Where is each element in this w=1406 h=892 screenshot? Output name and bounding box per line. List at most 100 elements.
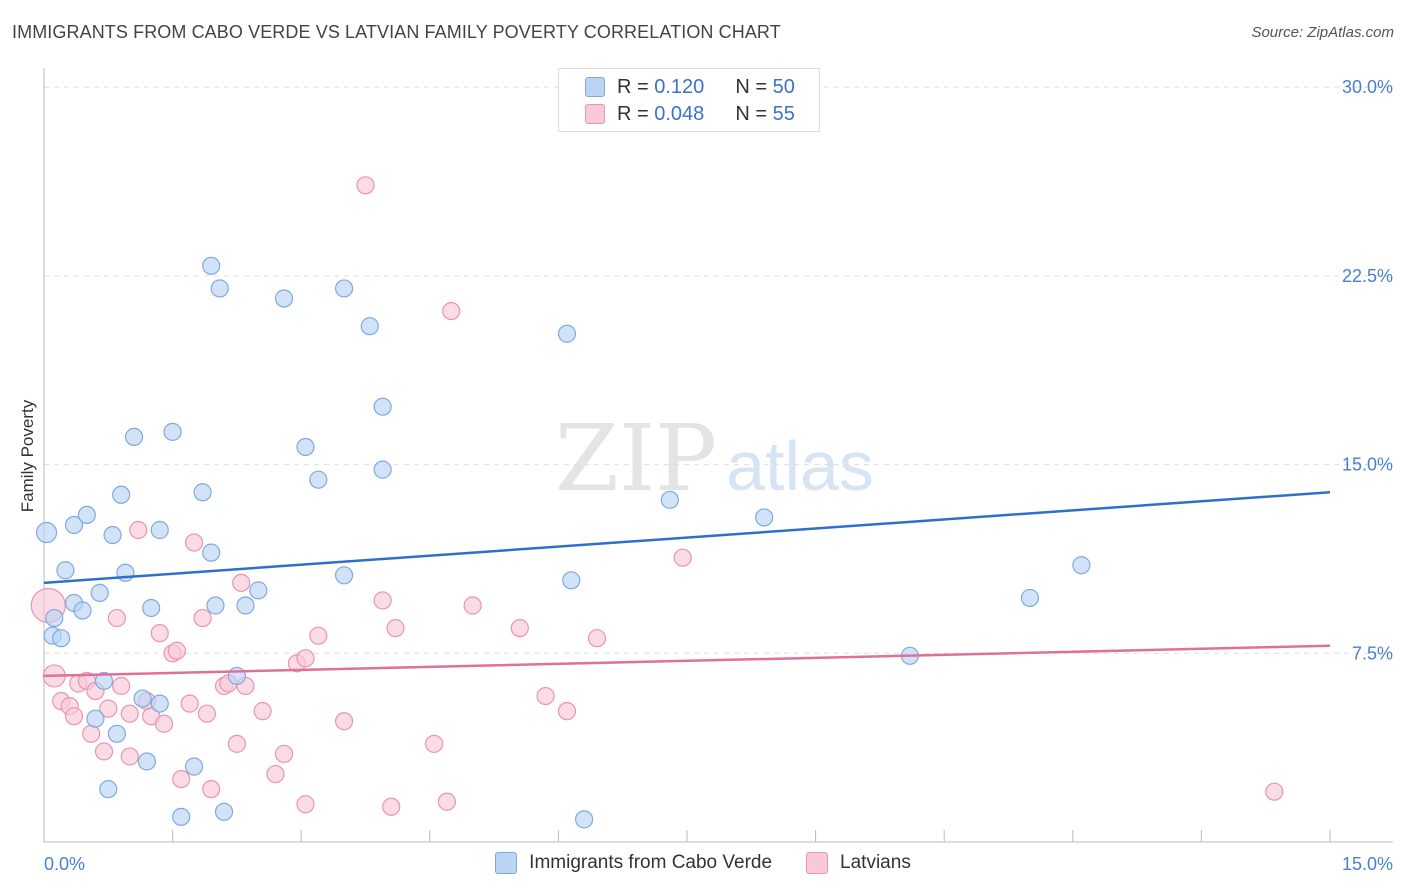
trend-lines bbox=[43, 491, 1331, 678]
latvians-point bbox=[184, 533, 204, 552]
latvians-point bbox=[536, 686, 555, 706]
latvians-swatch bbox=[585, 104, 605, 124]
series-legend: Immigrants from Cabo Verde Latvians bbox=[0, 852, 1406, 874]
latvians-point bbox=[180, 694, 199, 713]
latvians-point bbox=[232, 573, 251, 592]
cabo-verde-point bbox=[103, 525, 122, 545]
cabo-verde-point bbox=[35, 521, 58, 544]
latvians-point bbox=[386, 619, 405, 638]
cabo-verde-point bbox=[124, 427, 144, 447]
cabo-verde-point bbox=[575, 810, 594, 829]
cabo-verde-point bbox=[274, 289, 294, 308]
latvians-point bbox=[373, 591, 392, 610]
latvians-point bbox=[64, 707, 84, 726]
latvians-point bbox=[129, 520, 148, 540]
y-tick-label: 22.5% bbox=[1342, 266, 1393, 286]
cabo-verde-point bbox=[334, 279, 354, 298]
n-value: 50 bbox=[772, 75, 795, 98]
r-label: R = bbox=[617, 75, 649, 98]
cabo-verde-point bbox=[210, 279, 229, 298]
legend-label: Latvians bbox=[840, 852, 911, 873]
n-label: N = bbox=[735, 102, 768, 125]
cabo-verde-point bbox=[73, 601, 92, 620]
r-value: 0.048 bbox=[654, 102, 705, 125]
cabo-verde-point bbox=[227, 666, 246, 686]
latvians-point bbox=[112, 676, 131, 696]
stats-legend: R = 0.120 N = 50 R = 0.048 N = 55 bbox=[558, 68, 820, 132]
data-points bbox=[30, 176, 1284, 829]
cabo-verde-point bbox=[249, 581, 268, 600]
x-tick-label: 15.0% bbox=[1342, 854, 1393, 874]
latvians-point bbox=[94, 742, 114, 761]
latvians-point bbox=[382, 797, 401, 816]
latvians-point bbox=[227, 734, 246, 753]
latvians-point bbox=[510, 619, 529, 638]
cabo-verde-point bbox=[45, 608, 64, 628]
cabo-verde-trend-line bbox=[43, 491, 1331, 585]
cabo-verde-point bbox=[99, 780, 118, 799]
cabo-verde-point bbox=[107, 724, 126, 743]
latvians-point bbox=[356, 176, 375, 195]
source-credit: Source: ZipAtlas.com bbox=[1251, 24, 1394, 41]
cabo-verde-point bbox=[172, 807, 191, 826]
cabo-verde-point bbox=[557, 324, 577, 343]
cabo-verde-point bbox=[137, 752, 156, 771]
latvians-point bbox=[274, 744, 294, 764]
cabo-verde-point bbox=[52, 629, 71, 648]
cabo-verde-point bbox=[373, 460, 392, 479]
latvians-point bbox=[107, 608, 126, 628]
watermark-zip: ZIP bbox=[555, 405, 717, 512]
legend-item-latvians[interactable]: Latvians bbox=[806, 852, 911, 874]
cabo-verde-point bbox=[94, 671, 114, 691]
cabo-verde-point bbox=[214, 802, 234, 821]
latvians-point bbox=[82, 724, 101, 743]
cabo-verde-point bbox=[1072, 556, 1091, 575]
latvians-point bbox=[193, 608, 212, 628]
legend-item-cabo-verde[interactable]: Immigrants from Cabo Verde bbox=[495, 852, 772, 874]
cabo-verde-point bbox=[133, 689, 152, 708]
latvians-point bbox=[99, 699, 118, 718]
latvians-point bbox=[673, 548, 692, 567]
y-tick-label: 15.0% bbox=[1342, 455, 1393, 475]
latvians-point bbox=[120, 704, 139, 723]
legend-label: Immigrants from Cabo Verde bbox=[529, 852, 773, 873]
latvians-point bbox=[463, 596, 482, 615]
cabo-verde-point bbox=[64, 515, 84, 535]
watermark: ZIP atlas bbox=[555, 405, 874, 512]
latvians-legend-swatch bbox=[806, 852, 829, 874]
x-tick-label: 0.0% bbox=[44, 854, 85, 874]
stats-row-latvians: R = 0.048 N = 55 bbox=[585, 102, 795, 126]
cabo-verde-point bbox=[150, 694, 169, 713]
latvians-point bbox=[167, 641, 186, 660]
cabo-verde-legend-swatch bbox=[495, 852, 518, 874]
n-label: N = bbox=[735, 75, 768, 98]
stats-row-cabo-verde: R = 0.120 N = 50 bbox=[585, 75, 795, 99]
latvians-point bbox=[120, 747, 139, 766]
cabo-verde-point bbox=[660, 490, 679, 509]
watermark-atlas: atlas bbox=[726, 427, 874, 505]
cabo-verde-point bbox=[309, 470, 328, 489]
cabo-verde-point bbox=[163, 422, 182, 441]
latvians-point bbox=[172, 769, 191, 789]
latvians-point bbox=[334, 712, 354, 731]
latvians-point bbox=[309, 626, 328, 645]
latvians-point bbox=[587, 629, 607, 648]
latvians-point bbox=[202, 780, 221, 799]
cabo-verde-point bbox=[206, 596, 225, 615]
cabo-verde-point bbox=[202, 543, 221, 562]
cabo-verde-point bbox=[755, 508, 774, 527]
cabo-verde-point bbox=[77, 505, 96, 525]
grid bbox=[44, 86, 1393, 654]
cabo-verde-point bbox=[360, 317, 379, 336]
latvians-point bbox=[197, 704, 216, 723]
latvians-point bbox=[424, 734, 444, 753]
n-value: 55 bbox=[772, 102, 795, 125]
cabo-verde-point bbox=[86, 709, 105, 728]
latvians-point bbox=[442, 301, 461, 321]
latvians-point bbox=[296, 795, 315, 814]
cabo-verde-point bbox=[236, 596, 255, 615]
tick-labels: 7.5% 15.0% 22.5% 30.0% 0.0% 15.0% bbox=[44, 77, 1393, 874]
latvians-point bbox=[154, 714, 174, 733]
cabo-verde-point bbox=[150, 520, 169, 540]
